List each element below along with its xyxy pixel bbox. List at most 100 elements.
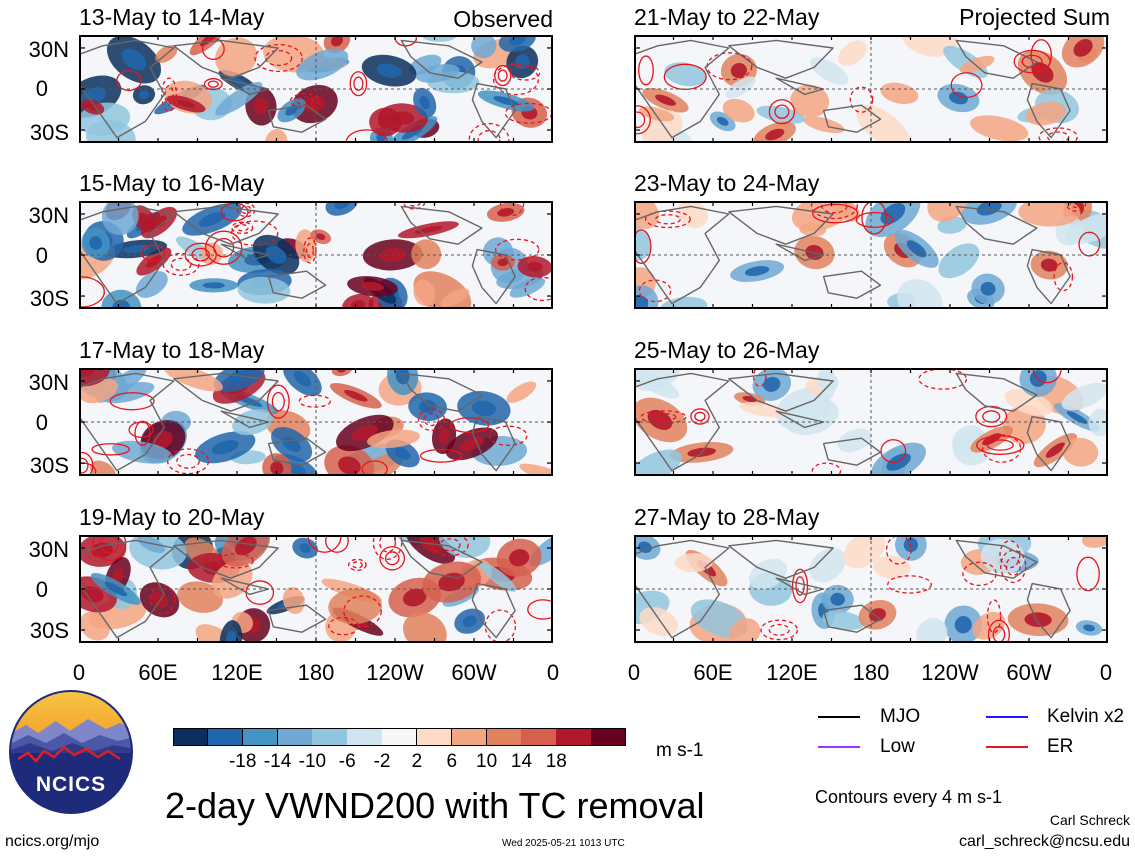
anomaly-core — [402, 588, 427, 607]
colorbar-swatch — [277, 728, 313, 746]
positive-anomaly-blob — [195, 624, 235, 643]
lat-label-30n: 30N — [28, 203, 69, 228]
coastline — [173, 372, 279, 412]
er-contour — [161, 77, 178, 112]
negative-anomaly-blob — [938, 243, 980, 279]
coastline — [775, 577, 825, 596]
er-contour — [379, 535, 397, 553]
er-contour — [343, 595, 382, 628]
coastline — [634, 205, 730, 305]
er-contour — [141, 244, 166, 262]
colorbar-units: m s-1 — [656, 740, 704, 761]
positive-anomaly-blob — [803, 116, 845, 134]
colorbar-swatch — [591, 728, 627, 746]
er-contour — [204, 230, 243, 265]
legend-label-er: ER — [1047, 736, 1074, 757]
panel-title-2: 15-May to 16-May — [79, 170, 265, 196]
positive-anomaly-blob — [880, 82, 919, 104]
er-contour — [855, 211, 894, 228]
negative-anomaly-blob — [479, 562, 517, 592]
coastline — [775, 243, 825, 262]
anomaly-core — [225, 630, 237, 643]
coastline — [775, 77, 825, 96]
colorbar-tick-label: 6 — [446, 751, 458, 772]
observed-label: Observed — [453, 6, 553, 32]
positive-anomaly-blob — [843, 535, 886, 569]
lon-label-0: 0 — [72, 660, 86, 685]
positive-anomaly-blob — [163, 368, 223, 392]
anomaly-core — [497, 258, 509, 267]
er-contour — [379, 546, 406, 571]
er-contour — [384, 551, 400, 566]
negative-anomaly-blob — [725, 76, 756, 99]
coastline — [79, 205, 175, 305]
positive-anomaly-blob — [295, 229, 316, 263]
positive-anomaly-blob — [722, 98, 755, 123]
coastline — [822, 604, 882, 633]
lat-label-eq: 0 — [35, 243, 48, 268]
er-contour — [266, 384, 290, 419]
coastline — [400, 372, 483, 412]
anomaly-core — [378, 115, 393, 129]
lon-label-120w: 120W — [366, 660, 424, 685]
negative-anomaly-blob — [809, 547, 846, 583]
colorbar-swatch — [521, 728, 557, 746]
lon-label-120w: 120W — [921, 660, 979, 685]
er-contour — [861, 201, 888, 235]
colorbar-tick-label: 10 — [476, 751, 498, 772]
er-contour — [634, 111, 646, 129]
anomaly-core — [460, 436, 484, 452]
er-contour — [1078, 231, 1101, 257]
positive-anomaly-blob — [356, 452, 404, 476]
panel-title-4: 19-May to 20-May — [79, 504, 265, 530]
negative-anomaly-blob — [897, 279, 943, 309]
positive-anomaly-blob — [638, 106, 675, 122]
author-email[interactable]: carl_schreck@ncsu.edu — [959, 833, 1130, 850]
er-contour — [495, 238, 540, 261]
coastline — [220, 577, 270, 596]
er-contour — [289, 93, 321, 109]
colorbar-tick-label: -14 — [263, 751, 292, 772]
colorbar-tick-label: 14 — [510, 751, 533, 772]
negative-anomaly-blob — [784, 398, 839, 436]
er-contour — [986, 599, 1002, 634]
er-contour — [207, 80, 219, 88]
lon-label-180: 180 — [297, 660, 335, 685]
anomaly-core — [376, 63, 402, 78]
anomaly-core — [868, 608, 886, 622]
projected-sum-label: Projected Sum — [959, 4, 1110, 30]
er-contour — [305, 243, 314, 259]
anomaly-core — [81, 586, 104, 603]
anomaly-core — [270, 461, 284, 475]
colorbar-tick-label: 2 — [411, 751, 423, 772]
lat-label-eq: 0 — [35, 410, 48, 435]
er-contour — [982, 410, 1001, 423]
er-contour — [79, 457, 89, 474]
positive-anomaly-blob — [674, 553, 713, 573]
er-contour — [663, 63, 707, 91]
er-contour — [468, 122, 510, 143]
anomaly-core — [344, 389, 368, 402]
anomaly-core — [1073, 39, 1093, 57]
coastline — [400, 539, 483, 579]
er-contour — [353, 76, 364, 91]
lon-label-60w: 60W — [1006, 660, 1052, 685]
negative-anomaly-blob — [237, 276, 291, 304]
anomaly-core — [1040, 258, 1058, 272]
er-contour — [417, 408, 445, 431]
lon-label-60e: 60E — [138, 660, 178, 685]
negative-anomaly-blob — [748, 558, 787, 590]
anomaly-core — [331, 35, 343, 47]
er-contour — [419, 448, 463, 463]
er-contour — [134, 420, 151, 446]
website-link[interactable]: ncics.org/mjo — [5, 833, 100, 850]
positive-anomaly-blob — [506, 381, 537, 403]
anomaly-core — [89, 236, 103, 250]
panel-title-7: 25-May to 26-May — [634, 337, 820, 363]
ncics-logo[interactable]: NCICS — [8, 689, 134, 815]
er-contour — [325, 535, 349, 553]
anomaly-core — [948, 91, 968, 105]
positive-anomaly-blob — [413, 279, 436, 307]
er-contour — [217, 553, 254, 569]
er-contour — [650, 412, 677, 422]
